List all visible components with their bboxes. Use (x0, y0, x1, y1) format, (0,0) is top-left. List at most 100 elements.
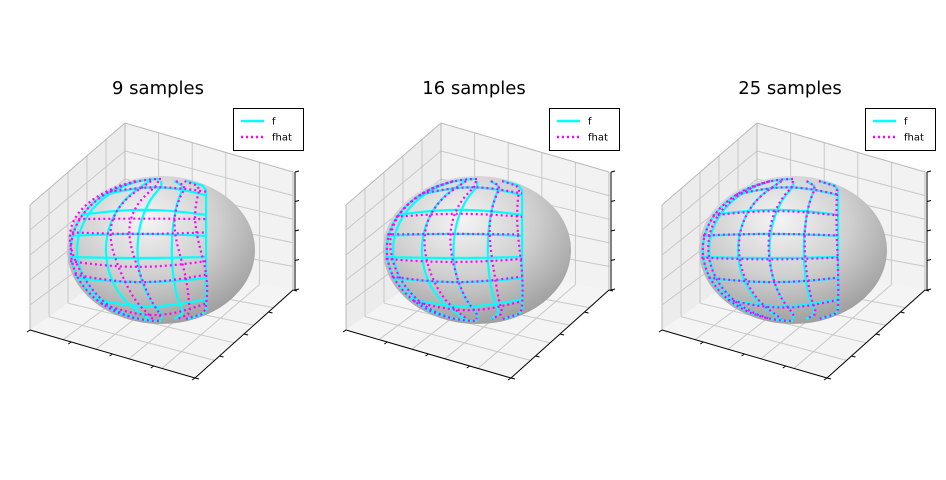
sphere-surface (383, 176, 571, 324)
y-tick (851, 355, 856, 358)
x-tick (823, 377, 828, 381)
grid-line (124, 150, 294, 197)
series-fhat (68, 177, 209, 323)
x-tick (466, 365, 471, 369)
sphere-surface (67, 176, 255, 324)
f-line (802, 180, 816, 320)
fhat-line (71, 231, 207, 235)
x-tick (68, 341, 72, 345)
z-tick (294, 259, 300, 261)
fhat-line (109, 186, 207, 193)
fhat-line (737, 180, 783, 320)
x-tick (109, 353, 113, 357)
f-line (170, 180, 184, 320)
f-line (94, 298, 207, 308)
z-tick (610, 170, 616, 173)
z-tick (926, 200, 932, 202)
legend-label-fhat: fhat (588, 133, 608, 144)
fhat-line (707, 180, 771, 320)
grid-line (756, 150, 926, 197)
fhat-line (173, 180, 192, 320)
legend-label-fhat: fhat (272, 133, 292, 144)
legend-frame (549, 108, 620, 151)
panel-title: 25 samples (738, 78, 841, 99)
series-fhat (701, 177, 840, 323)
y-tick (243, 333, 249, 336)
fhat-line (735, 186, 839, 196)
y-tick (900, 311, 905, 314)
y-tick (559, 333, 565, 336)
z-tick (610, 259, 616, 261)
f-line (104, 180, 150, 320)
f-line (81, 208, 207, 216)
fhat-line (109, 180, 154, 320)
series-fhat (385, 177, 524, 323)
fhat-line (423, 180, 468, 320)
y-tick (608, 289, 614, 292)
z-tick (926, 170, 932, 173)
f-line (410, 298, 523, 308)
fhat-line (701, 177, 794, 323)
fhat-line (421, 186, 523, 195)
legend-label-f: f (588, 117, 592, 128)
z-tick (610, 200, 616, 202)
x-tick (507, 377, 512, 381)
legend: f fhat (549, 108, 620, 151)
legend-label-f: f (904, 117, 908, 128)
grid-line (680, 316, 847, 361)
grid-line (161, 284, 260, 369)
x-tick (191, 377, 196, 381)
x-tick (700, 341, 704, 345)
z-tick (926, 229, 932, 232)
fhat-line (727, 298, 839, 309)
x-tick (150, 365, 155, 369)
y-tick (584, 311, 589, 314)
f-line (136, 181, 163, 319)
y-tick (826, 377, 832, 380)
legend-label-f: f (272, 117, 276, 128)
f-line (726, 298, 839, 308)
z-tick (294, 200, 300, 202)
y-tick (292, 289, 298, 292)
fhat-line (488, 180, 503, 320)
f-line (75, 180, 139, 320)
fhat-line (128, 180, 162, 319)
fhat-line (389, 180, 455, 320)
grid-line (477, 284, 576, 369)
legend-frame (233, 108, 304, 151)
y-tick (924, 289, 930, 292)
x-tick (342, 329, 347, 333)
grid-line (364, 316, 531, 361)
f-line (397, 208, 523, 216)
fhat-line (712, 210, 839, 217)
x-tick (782, 365, 787, 369)
fhat-line (385, 177, 478, 323)
fhat-line (391, 275, 523, 284)
grid-line (48, 316, 215, 361)
f-line (391, 180, 455, 320)
series-f (385, 177, 524, 323)
grid-line (440, 150, 610, 197)
fhat-line (803, 180, 817, 320)
fhat-line (184, 180, 209, 320)
y-tick (194, 377, 200, 380)
z-tick (610, 288, 616, 291)
y-tick (535, 355, 540, 358)
z-tick (294, 170, 300, 173)
z-tick (610, 229, 616, 232)
grid-line (661, 150, 758, 231)
y-tick (510, 377, 516, 380)
x-tick (741, 353, 745, 357)
z-tick (294, 288, 300, 291)
fhat-line (68, 180, 138, 320)
legend-label-fhat: fhat (904, 133, 924, 144)
z-tick (926, 288, 932, 291)
fhat-line (449, 180, 478, 319)
fhat-line (818, 180, 840, 320)
legend-frame (865, 108, 936, 151)
panel-1: 9 samples f fhat (26, 78, 304, 381)
grid-line (793, 284, 892, 369)
legend: f fhat (865, 108, 936, 151)
f-line (419, 186, 523, 197)
